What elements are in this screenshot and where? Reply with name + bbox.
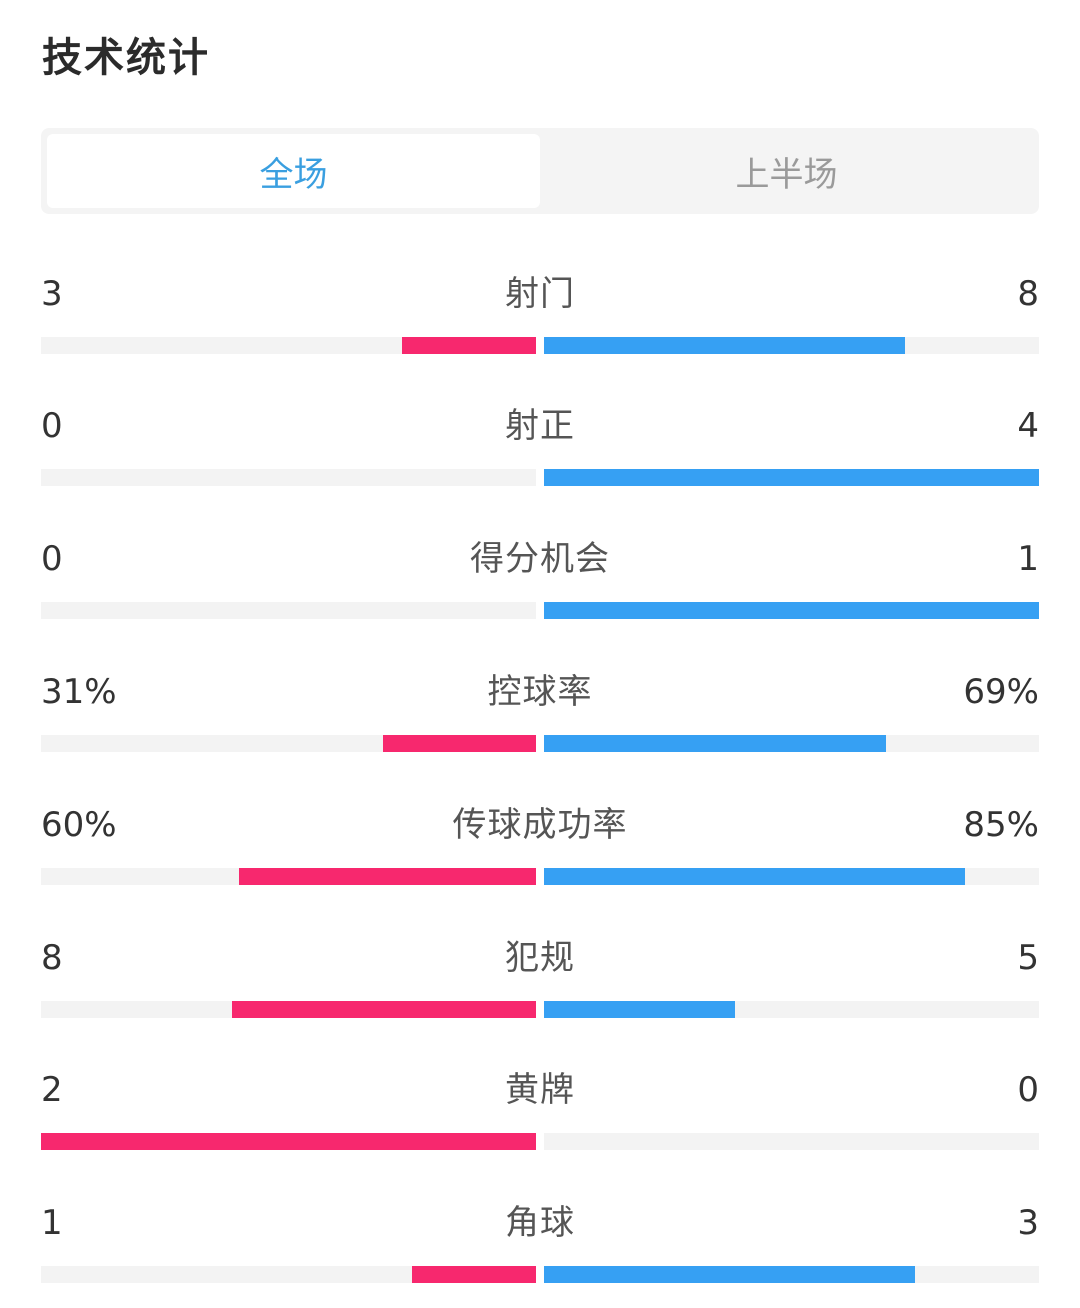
home-bar [232,1001,536,1018]
away-value: 0 [1017,1070,1039,1110]
tab-first-half[interactable]: 上半场 [735,154,838,195]
away-bar-track [544,868,1039,885]
stat-label: 控球率 [487,672,593,712]
stat-row-chances: 0 得分机会 1 [41,535,1039,635]
home-value: 3 [41,274,63,314]
stat-label: 射正 [505,406,575,446]
home-bar-track [41,735,536,752]
away-value: 85% [963,805,1039,845]
away-bar-track [544,1001,1039,1018]
home-bar [239,868,536,885]
away-bar [544,469,1039,486]
away-bar [544,337,905,354]
away-bar [544,735,886,752]
away-bar-track [544,469,1039,486]
stat-row-pass-accuracy: 60% 传球成功率 85% [41,801,1039,901]
home-bar-track [41,1001,536,1018]
away-value: 8 [1017,274,1039,314]
stat-row-yellow-cards: 2 黄牌 0 [41,1066,1039,1166]
stat-label: 黄牌 [505,1070,575,1110]
home-value: 60% [41,805,117,845]
stat-label: 角球 [505,1203,575,1243]
away-value: 69% [963,672,1039,712]
stat-row-shots: 3 射门 8 [41,270,1039,370]
home-bar [41,1133,536,1150]
away-bar-track [544,735,1039,752]
home-bar-track [41,337,536,354]
home-bar-track [41,1133,536,1150]
period-tabs: 全场 上半场 [41,128,1039,214]
home-value: 0 [41,406,63,446]
stat-label: 犯规 [505,938,575,978]
stat-row-fouls: 8 犯规 5 [41,934,1039,1034]
stat-row-shots-on-target: 0 射正 4 [41,402,1039,502]
stat-label: 得分机会 [470,539,610,579]
home-bar [402,337,536,354]
home-bar-track [41,868,536,885]
stat-label: 传球成功率 [452,805,628,845]
page-title: 技术统计 [42,35,210,81]
home-value: 8 [41,938,63,978]
tab-full-match[interactable]: 全场 [47,134,540,208]
away-bar-track [544,1266,1039,1283]
away-bar [544,1266,915,1283]
home-value: 1 [41,1203,63,1243]
home-value: 31% [41,672,117,712]
home-value: 2 [41,1070,63,1110]
away-value: 3 [1017,1203,1039,1243]
away-bar-track [544,602,1039,619]
away-bar [544,1001,735,1018]
away-value: 1 [1017,539,1039,579]
home-bar-track [41,602,536,619]
away-value: 4 [1017,406,1039,446]
home-bar-track [41,469,536,486]
home-bar [412,1266,536,1283]
away-bar-track [544,1133,1039,1150]
away-bar-track [544,337,1039,354]
home-bar [383,735,536,752]
stat-row-possession: 31% 控球率 69% [41,668,1039,768]
away-bar [544,868,965,885]
stat-label: 射门 [505,274,575,314]
stat-row-corners: 1 角球 3 [41,1199,1039,1299]
home-value: 0 [41,539,63,579]
away-value: 5 [1017,938,1039,978]
home-bar-track [41,1266,536,1283]
away-bar [544,602,1039,619]
